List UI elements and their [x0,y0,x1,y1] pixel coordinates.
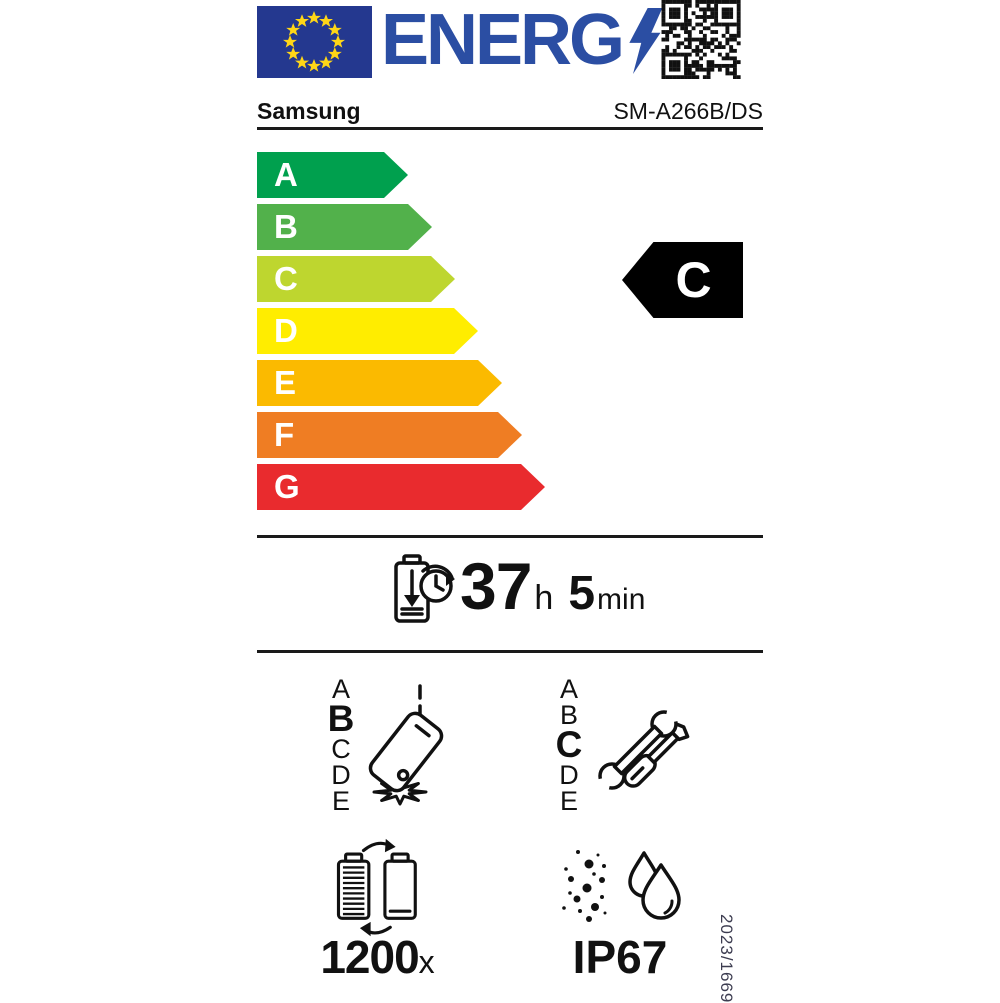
cycles-count: 1200 [320,931,419,983]
grade-bar-e: E [257,360,502,406]
endurance-hours-unit: h [534,579,554,617]
grade-letter: G [274,468,300,505]
phone-drop-impact-icon [368,684,444,806]
grade-bar-f: F [257,412,522,458]
ip-rating: IP67 [572,931,668,983]
model-number: SM-A266B/DS [613,98,763,124]
endurance-minutes-unit: min [597,583,646,616]
endurance-hours: 37 [460,549,532,623]
dust-water-resistance-icon [562,850,681,922]
scale-letter: B [327,698,355,739]
energy-logo: ENERG [381,0,664,80]
drop-reliability-scale: A B C D E [324,674,358,816]
qr-code-icon [661,0,741,79]
header-divider [257,127,763,130]
grade-letter: F [274,416,295,453]
grade-letter: E [274,364,297,401]
scale-letter: C [555,724,583,765]
endurance-minutes: 5 [568,567,596,620]
lightning-bolt-icon [629,8,663,74]
scale-letter: E [559,786,578,816]
grade-bar-g: G [257,464,545,510]
scale-letter: D [559,760,579,790]
grade-letter: C [274,260,298,297]
scale-divider [257,535,763,538]
battery-recharge-cycles-icon [336,838,417,937]
grade-bar-a: A [257,152,408,198]
battery-endurance-value: 37 h 5 min [460,548,645,626]
scale-letter: A [331,674,350,704]
grade-bar-b: B [257,204,432,250]
scale-letter: D [331,760,351,790]
brand-name: Samsung [257,98,361,124]
grade-letter: B [274,208,298,245]
eu-flag-icon [257,6,372,78]
scale-letter: A [559,674,578,704]
endurance-divider [257,650,763,653]
energy-rating-letter: C [675,252,712,308]
scale-letter: E [331,786,350,816]
energy-rating-badge: C [622,242,743,318]
grade-letter: A [274,156,298,193]
battery-duration-clock-icon [394,554,455,623]
grade-letter: D [274,312,298,349]
regulation-number: 2023/1669 [717,914,736,1003]
grade-bar-d: D [257,308,478,354]
header: Samsung SM-A266B/DS [257,98,763,125]
battery-cycles-value: 1200x [295,930,460,984]
scale-letter: B [559,700,578,730]
repairability-scale: A B C D E [552,674,586,816]
cycles-unit: x [418,944,435,980]
scale-letter: C [331,734,351,764]
repair-tools-icon [594,706,690,794]
grade-bar-c: C [257,256,455,302]
energy-logo-text: ENERG [381,0,625,80]
